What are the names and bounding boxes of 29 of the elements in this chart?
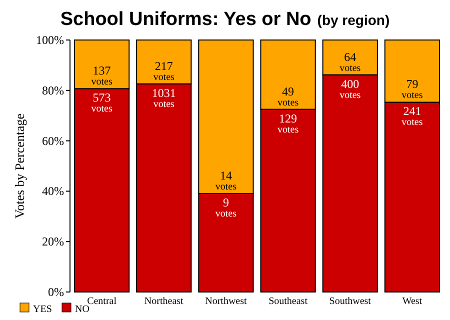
annotation: 64 votes <box>340 50 361 74</box>
x-tick-label: Central <box>87 296 117 307</box>
annotation: 400 votes <box>340 76 361 101</box>
x-tick-label: Southeast <box>268 296 308 307</box>
legend-label: NO <box>75 304 90 315</box>
y-tick-label: 80% <box>42 83 64 98</box>
y-tick-label: 100% <box>36 33 64 47</box>
annotation: 49 votes <box>277 84 299 108</box>
x-tick-label: West <box>402 296 422 307</box>
annotation: 9 votes <box>215 195 237 220</box>
y-tick-label: 40% <box>42 184 64 198</box>
y-tick-label: 0% <box>48 285 64 299</box>
annotation: 137 votes <box>91 64 112 88</box>
legend-label: YES <box>33 304 52 315</box>
annotation: 217 votes <box>153 58 175 83</box>
annotation: 573 votes <box>91 90 112 115</box>
y-tick-label: 20% <box>42 234 64 249</box>
y-tick-label: 60% <box>42 134 64 148</box>
annotation: 14 votes <box>215 168 237 192</box>
x-tick-label: Northwest <box>205 296 248 307</box>
annotation: 241 votes <box>402 104 423 128</box>
x-tick-label: Northeast <box>144 296 184 307</box>
x-tick-label: Southwest <box>329 296 372 307</box>
chart-title: School Uniforms: Yes or No <box>60 9 312 30</box>
annotation: 1031 votes <box>152 86 176 110</box>
annotation: 129 votes <box>277 111 299 136</box>
chart-subtitle: (by region) <box>317 12 390 28</box>
y-axis-title: Votes by Percentage <box>12 113 27 219</box>
annotation: 79 votes <box>402 77 423 102</box>
